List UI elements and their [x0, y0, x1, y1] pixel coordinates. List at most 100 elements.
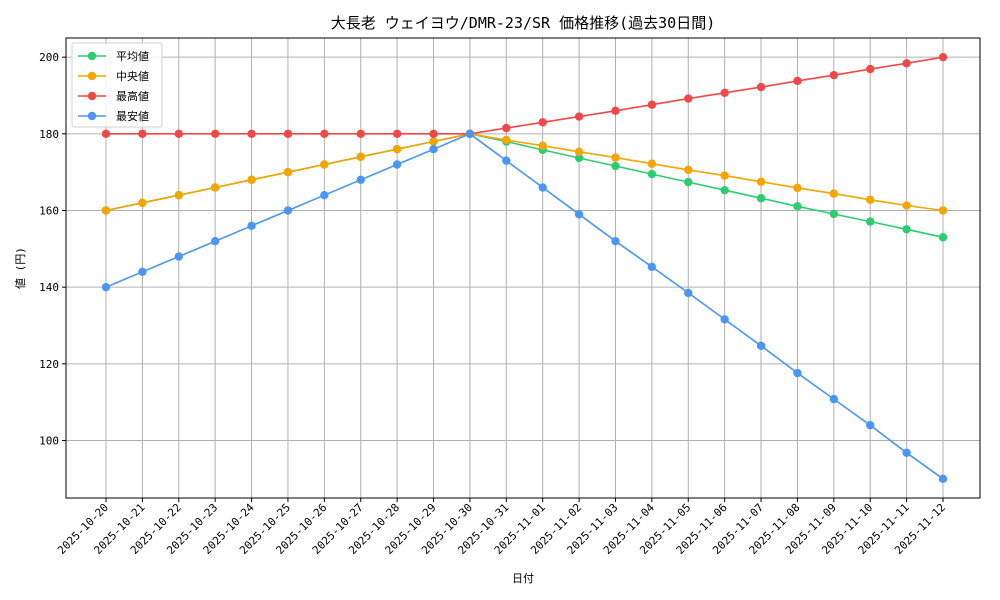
y-tick-label: 160	[39, 205, 59, 218]
series-line	[105, 132, 944, 212]
data-point	[793, 202, 802, 211]
data-point	[429, 137, 438, 146]
data-point	[829, 189, 839, 198]
data-point	[247, 221, 256, 231]
data-point	[902, 59, 911, 68]
data-point	[574, 112, 584, 121]
data-point	[210, 129, 220, 139]
data-point	[938, 206, 948, 215]
series-layer	[101, 52, 948, 484]
data-point	[429, 144, 438, 154]
series-1	[101, 129, 948, 215]
y-axis-label: 値 (円)	[14, 247, 27, 289]
data-point	[793, 183, 802, 193]
data-point	[174, 190, 183, 200]
data-point	[684, 94, 693, 103]
data-point	[574, 210, 584, 219]
data-point	[138, 129, 147, 139]
x-axis-label: 日付	[512, 572, 534, 585]
legend-item: 中央値	[78, 70, 149, 83]
data-point	[611, 161, 620, 171]
data-point	[574, 147, 584, 157]
legend-swatch-marker	[87, 111, 97, 121]
data-point	[902, 448, 911, 457]
series-3	[101, 129, 948, 484]
series-line	[105, 132, 944, 239]
data-point	[356, 175, 365, 185]
data-point	[866, 64, 875, 74]
data-point	[392, 144, 402, 154]
legend-item: 平均値	[78, 50, 149, 63]
data-point	[502, 123, 511, 133]
legend-label: 最高値	[116, 89, 149, 103]
legend-item: 最安値	[78, 109, 149, 123]
data-point	[720, 315, 729, 324]
data-point	[720, 171, 729, 180]
data-point	[283, 129, 293, 139]
series-0	[101, 129, 948, 242]
data-point	[611, 153, 620, 162]
data-point	[101, 129, 111, 139]
data-point	[938, 474, 948, 484]
data-point	[611, 236, 620, 246]
data-point	[756, 82, 766, 92]
data-point	[538, 141, 547, 150]
series-line	[105, 132, 944, 480]
x-axis-ticks: 2025-10-202025-10-212025-10-222025-10-23…	[55, 498, 948, 557]
data-point	[320, 160, 329, 169]
legend-label: 中央値	[116, 70, 149, 83]
data-point	[502, 135, 511, 145]
data-point	[829, 70, 839, 80]
legend-item: 最高値	[78, 89, 149, 103]
data-point	[247, 175, 256, 185]
y-tick-label: 200	[39, 51, 59, 64]
legend-label: 最安値	[116, 109, 149, 123]
data-point	[465, 129, 475, 139]
data-point	[320, 190, 329, 200]
data-point	[756, 341, 766, 351]
data-point	[502, 156, 511, 165]
data-point	[574, 153, 584, 163]
y-tick-label: 140	[39, 281, 59, 294]
data-point	[684, 177, 693, 187]
data-point	[647, 100, 657, 109]
y-tick-label: 120	[39, 358, 59, 371]
data-point	[866, 420, 875, 430]
data-point	[538, 118, 547, 127]
y-tick-label: 180	[39, 128, 59, 141]
data-point	[938, 233, 948, 242]
data-point	[138, 198, 147, 208]
data-point	[538, 183, 547, 192]
data-point	[647, 262, 657, 272]
data-point	[611, 106, 620, 116]
data-point	[283, 167, 293, 177]
data-point	[938, 52, 948, 62]
legend-label: 平均値	[116, 50, 149, 63]
data-point	[756, 194, 766, 203]
legend-box	[71, 42, 163, 128]
data-point	[902, 201, 911, 210]
data-point	[720, 185, 729, 195]
data-point	[392, 160, 402, 169]
series-2	[101, 52, 948, 139]
data-point	[866, 195, 875, 204]
legend-swatch-marker	[87, 71, 97, 81]
data-point	[356, 152, 365, 162]
data-point	[756, 177, 766, 186]
data-point	[647, 159, 657, 168]
data-point	[283, 206, 293, 215]
data-point	[392, 129, 402, 139]
data-point	[429, 129, 438, 139]
data-point	[356, 129, 365, 139]
data-point	[684, 288, 693, 298]
data-point	[247, 129, 256, 139]
data-point	[793, 76, 802, 86]
data-point	[174, 252, 183, 261]
data-point	[866, 217, 875, 226]
data-point	[174, 129, 183, 139]
grid	[66, 38, 980, 498]
data-point	[720, 88, 729, 98]
